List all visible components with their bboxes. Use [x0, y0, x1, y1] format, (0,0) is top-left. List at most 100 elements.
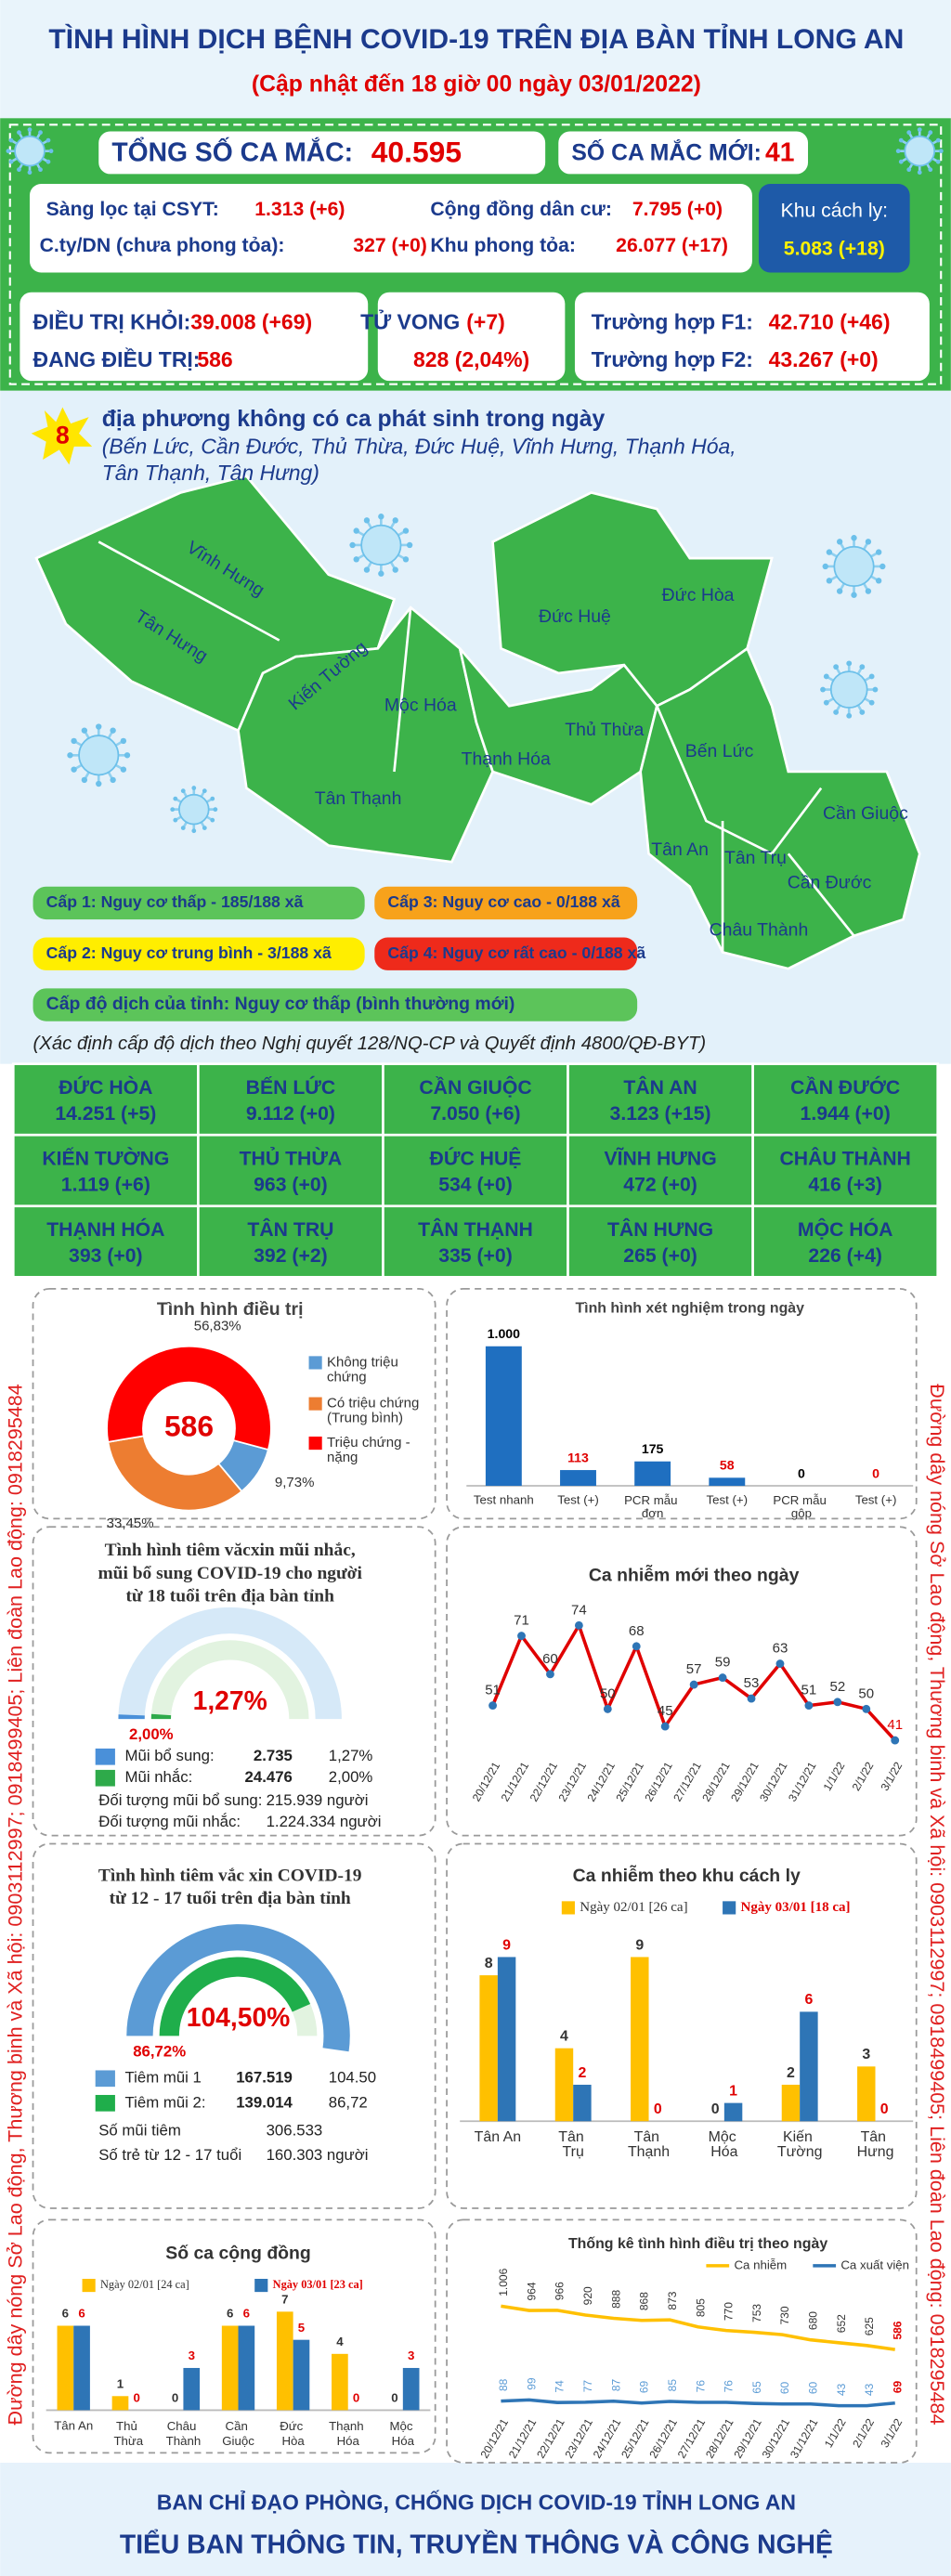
text-line: Thừa	[113, 2434, 143, 2448]
level-box	[33, 937, 365, 970]
legend-swatch	[723, 1901, 736, 1915]
value-label: 586	[891, 2321, 904, 2339]
virus-icon	[895, 127, 944, 176]
value-label: 9	[502, 1937, 511, 1953]
hotline: Đường dây nóng Sở Lao động, Thương binh …	[926, 1384, 949, 2425]
value-label: 68	[629, 1623, 645, 1639]
district-name: VĨNH HƯNG	[604, 1146, 716, 1169]
value-label: 2	[578, 2065, 586, 2081]
bar	[497, 1957, 516, 2122]
gauge-arc	[159, 1957, 311, 2036]
value-label: 6	[804, 1992, 813, 2008]
value-label: 88	[497, 2378, 510, 2391]
value-label: 43	[835, 2383, 848, 2396]
x-tick-label: Tân Thạnh	[628, 2129, 670, 2160]
value-label: 0	[872, 1465, 879, 1480]
deaths-label: TỬ VONG	[360, 309, 460, 333]
value-label: 76	[723, 2380, 736, 2393]
virus-knob	[96, 723, 102, 730]
value-label: 1.006	[497, 2268, 510, 2296]
value-label: 680	[807, 2311, 820, 2330]
district-value: 963 (+0)	[254, 1175, 328, 1196]
text-line: PCR mẫu	[624, 1492, 681, 1506]
value-label: 113	[567, 1450, 589, 1464]
panel	[32, 1288, 436, 1520]
virus-body	[177, 793, 210, 826]
chart-title: Tình hình tiêm văcxin mũi nhắc,	[105, 1541, 356, 1560]
virus-knob	[846, 712, 853, 719]
x-tick-label: Tân Trụ	[558, 2129, 588, 2160]
virus-knob	[353, 556, 359, 563]
virus-knob	[917, 127, 922, 132]
value-label: 6	[243, 2307, 250, 2321]
subtitle: (Cập nhật đến 18 giờ 00 ngày 03/01/2022)	[252, 72, 701, 97]
table-cell	[567, 1204, 754, 1279]
virus-knob	[865, 539, 872, 545]
value-label: 805	[694, 2298, 707, 2317]
value-label: 0	[654, 2101, 662, 2117]
value-label: 0	[391, 2391, 397, 2405]
value-label: 60	[807, 2381, 820, 2394]
virus-knob	[875, 578, 882, 584]
text-line: Thạnh	[628, 2144, 670, 2160]
value-label: 69	[638, 2380, 651, 2393]
map-list: Tân Thạnh, Tân Hưng)	[102, 461, 319, 485]
chart-title: Thống kê tình hình điều trị theo ngày	[568, 2236, 827, 2252]
district-name: MỘC HÓA	[798, 1217, 892, 1241]
text-line: Hóa	[337, 2434, 360, 2448]
value-label: 652	[835, 2314, 848, 2333]
virus-knob	[17, 167, 21, 173]
virus-knob	[349, 541, 356, 549]
district-name: CẦN ĐƯỚC	[790, 1075, 900, 1099]
source-label: Sàng lọc tại CSYT:	[46, 199, 219, 220]
virus-knob	[868, 673, 875, 680]
virus-knob	[879, 563, 886, 570]
recovered-value: 39.008 (+69)	[190, 309, 312, 333]
virus-knob	[180, 788, 186, 794]
table-cell	[567, 1062, 754, 1137]
value-label: 6	[62, 2307, 69, 2321]
x-tick-label: Tân An	[54, 2419, 93, 2433]
virus-knob	[353, 527, 359, 534]
text-line: nặng	[327, 1450, 358, 1465]
value-label: 87	[609, 2378, 622, 2391]
level-box	[374, 937, 638, 970]
district-value: 392 (+2)	[254, 1245, 328, 1267]
virus-knob	[81, 776, 88, 784]
x-tick-label: Test (+)	[855, 1492, 897, 1506]
district-name: THẠNH HÓA	[46, 1217, 164, 1241]
table-cell	[751, 1062, 940, 1137]
virus-knob	[81, 727, 88, 734]
district-value: 1.119 (+6)	[61, 1175, 150, 1196]
virus-knob	[120, 737, 127, 745]
x-tick-label: Mộc Hóa	[389, 2419, 416, 2448]
virus-knob	[906, 167, 912, 173]
value-label: 730	[778, 2306, 791, 2324]
district-label: Thủ Thừa	[565, 720, 644, 740]
source-label: C.ty/DN (chưa phong tỏa):	[40, 235, 285, 256]
bar	[485, 1346, 522, 1487]
value-label: 770	[723, 2302, 736, 2321]
text-line: Tân	[634, 2129, 664, 2145]
x-tick-label: Test (+)	[557, 1492, 599, 1506]
source-label: Cộng đồng dân cư:	[430, 199, 612, 220]
legend-label: Ngày 02/01 [24 ca]	[100, 2278, 189, 2291]
legend-label: Ca xuất viện	[840, 2257, 909, 2271]
value-label: 8	[485, 1956, 493, 1971]
district-name: TÂN THẠNH	[418, 1217, 533, 1241]
total-label: TỔNG SỐ CA MẮC:	[111, 137, 353, 167]
panel	[32, 2218, 436, 2454]
bar	[709, 1477, 746, 1487]
virus-knob	[833, 709, 840, 715]
chart-title: từ 18 tuổi trên địa bàn tỉnh	[125, 1587, 334, 1607]
district-label: Mộc Hóa	[384, 695, 457, 715]
value-label: 59	[715, 1655, 731, 1671]
virus-icon	[822, 535, 886, 598]
district-name: TÂN AN	[623, 1075, 697, 1099]
gauge-value: 2,00%	[129, 1725, 174, 1743]
province-level: Cấp độ dịch của tỉnh: Nguy cơ thấp (bình…	[46, 994, 515, 1014]
new-label: SỐ CA MẮC MỚI:	[571, 140, 761, 166]
text-line: Châu	[167, 2419, 200, 2433]
table-cell	[751, 1204, 940, 1279]
